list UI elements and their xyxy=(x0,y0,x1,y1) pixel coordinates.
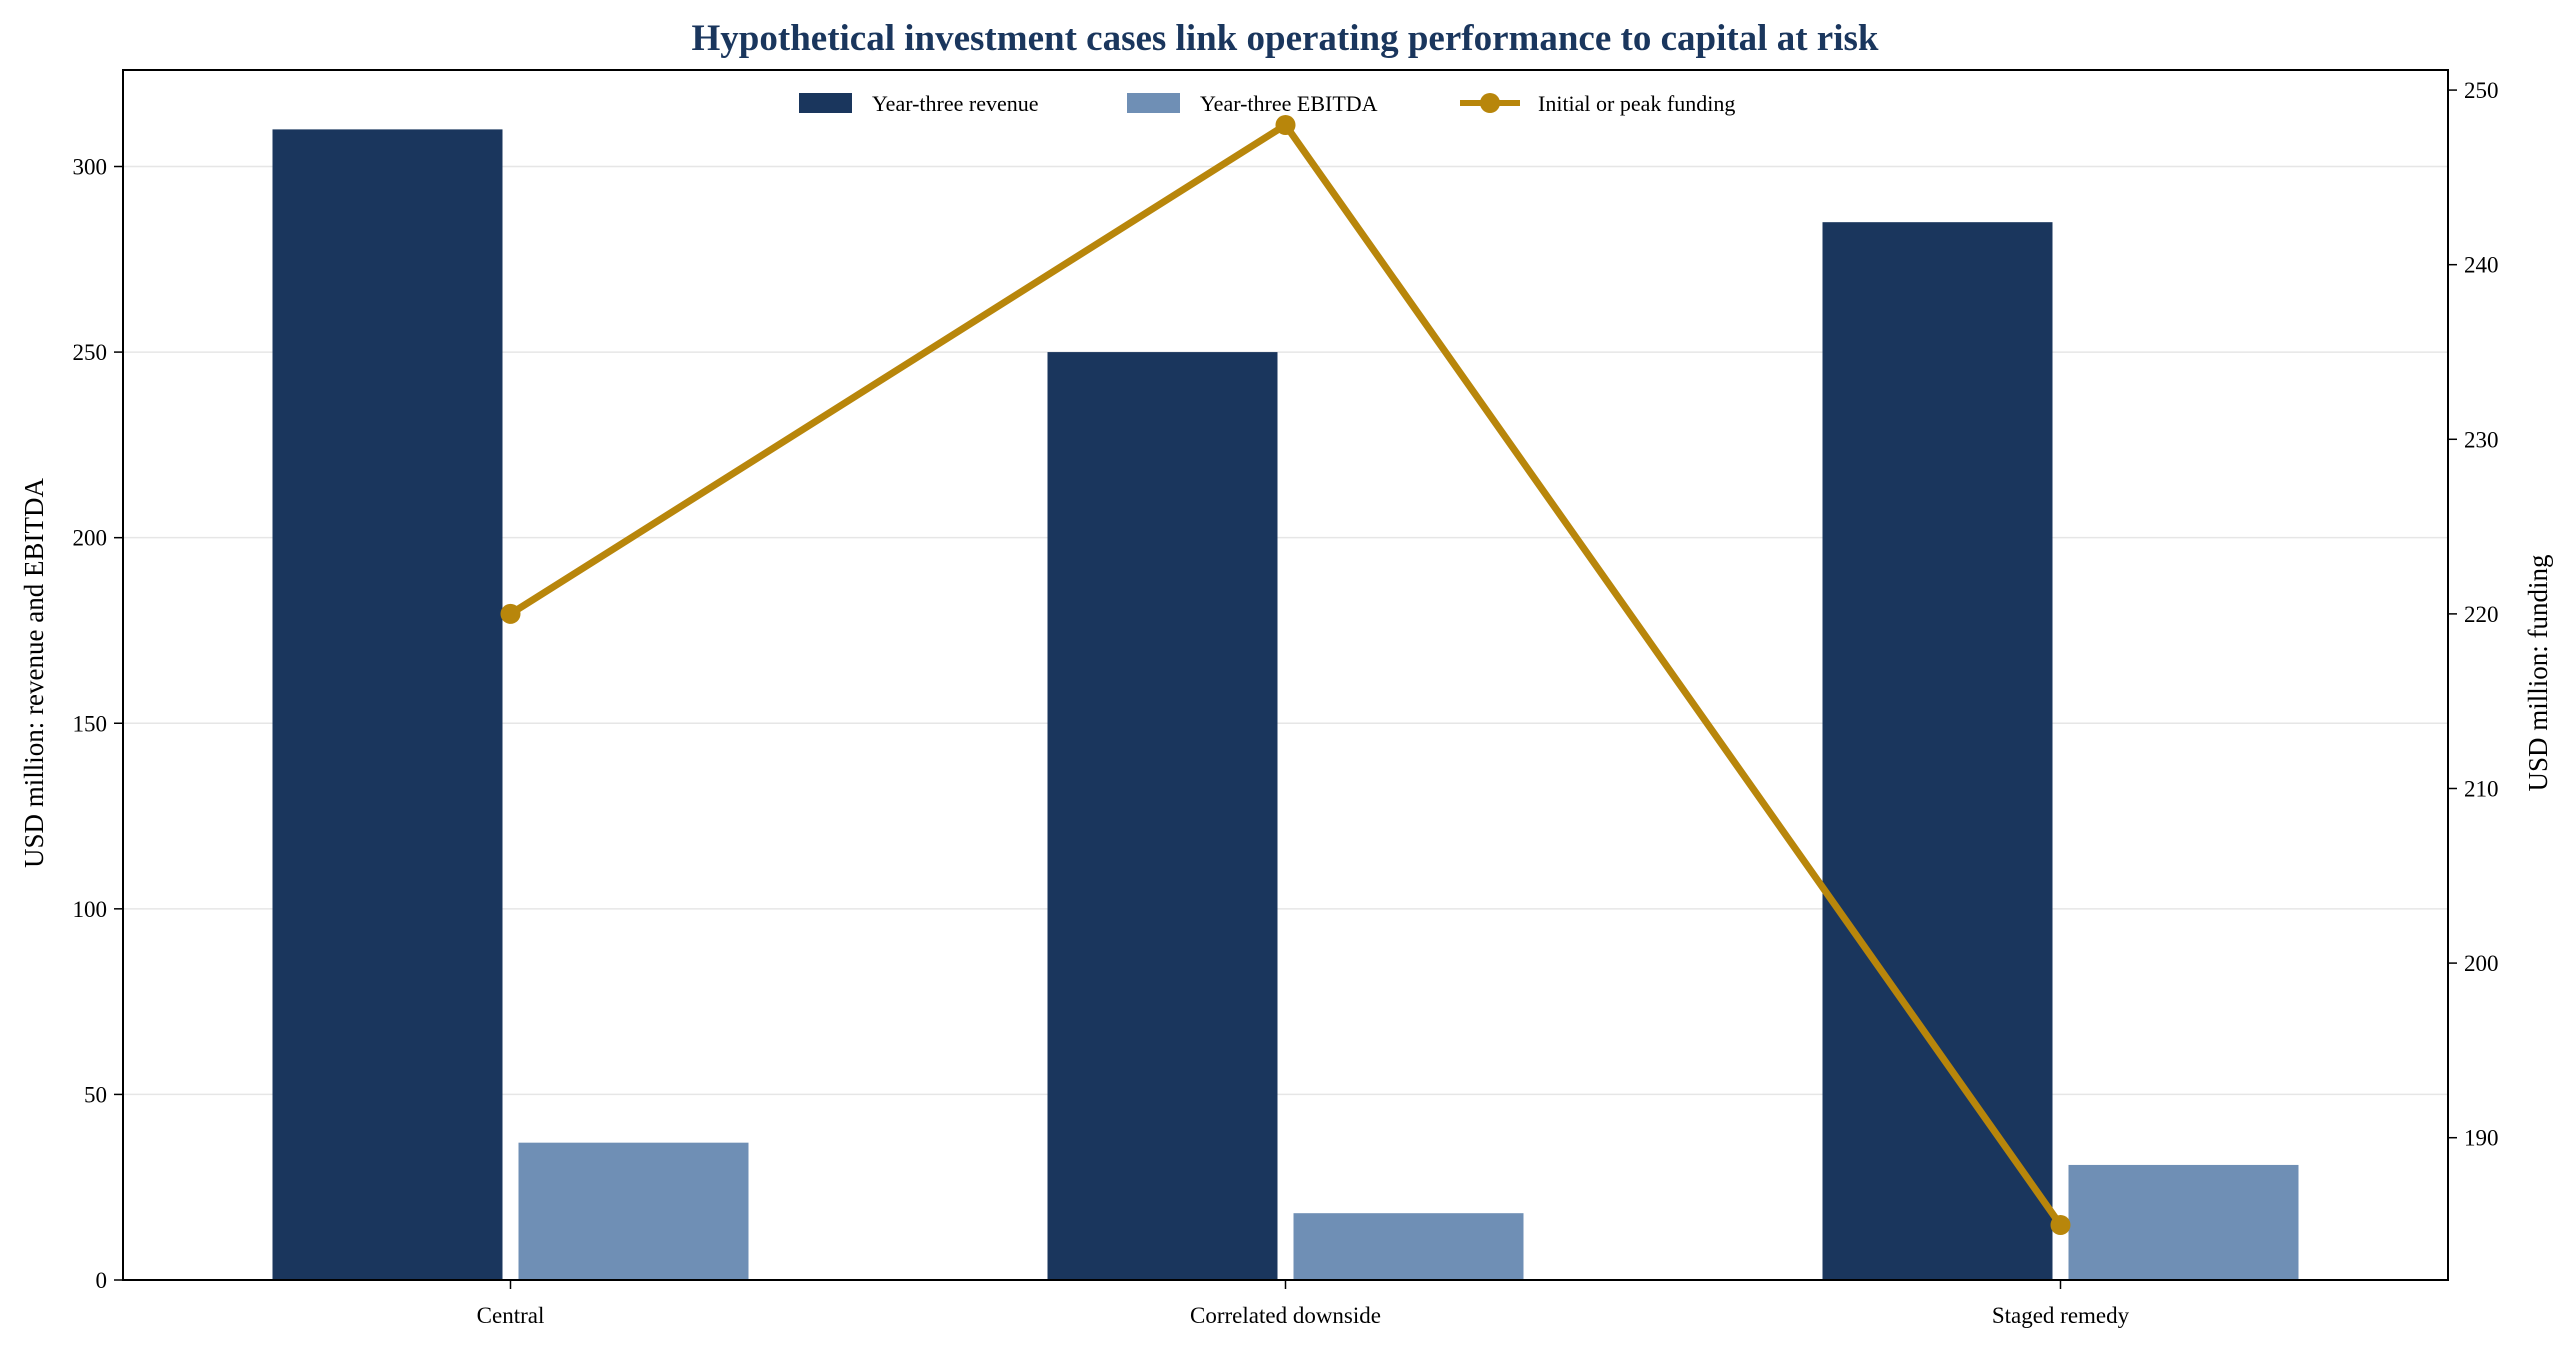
y-tick-label: 250 xyxy=(73,340,108,365)
y-tick-label: 50 xyxy=(84,1082,107,1107)
bar-revenue xyxy=(1047,352,1278,1280)
legend-swatch-ebitda xyxy=(1127,93,1180,113)
y-tick-label: 0 xyxy=(96,1268,108,1293)
y2-tick-label: 200 xyxy=(2464,951,2499,976)
axes-layer: 0 50 100 150 200 250 300 190 200 210 220 230 240 250 C… xyxy=(73,69,2499,1328)
y-axis-label: USD million: revenue and EBITDA xyxy=(19,478,49,868)
y-tick-label: 300 xyxy=(73,155,108,180)
legend-label-ebitda: Year-three EBITDA xyxy=(1200,91,1378,116)
grid-layer xyxy=(123,165,2448,1281)
bars-layer xyxy=(272,129,2299,1281)
y2-tick-label: 220 xyxy=(2464,602,2499,627)
bar-ebitda xyxy=(518,1142,749,1280)
line-layer xyxy=(500,115,2071,1235)
legend: Year-three revenue Year-three EBITDA Ini… xyxy=(799,91,1735,116)
legend-swatch-revenue xyxy=(799,93,852,113)
funding-point xyxy=(1275,115,1296,135)
y-tick-label: 100 xyxy=(73,897,108,922)
x-tick-label: Correlated downside xyxy=(1190,1303,1381,1328)
y-tick-label: 200 xyxy=(73,526,108,551)
legend-label-funding: Initial or peak funding xyxy=(1538,91,1735,116)
bar-revenue xyxy=(272,129,503,1281)
bar-ebitda xyxy=(1293,1213,1524,1280)
y2-tick-label: 190 xyxy=(2464,1126,2499,1151)
y2-axis-label: USD million: funding xyxy=(2523,554,2553,791)
bar-ebitda xyxy=(2068,1164,2299,1280)
bar-revenue xyxy=(1822,222,2053,1280)
legend-label-revenue: Year-three revenue xyxy=(872,91,1039,116)
chart-title: Hypothetical investment cases link opera… xyxy=(692,18,1879,59)
plot-frame xyxy=(122,69,2449,1281)
y2-tick-label: 230 xyxy=(2464,427,2499,452)
x-tick-label: Central xyxy=(477,1303,545,1328)
y2-tick-label: 250 xyxy=(2464,78,2499,103)
y2-tick-label: 240 xyxy=(2464,253,2499,278)
legend-marker-funding xyxy=(1480,93,1500,113)
funding-point xyxy=(500,603,521,624)
funding-point xyxy=(2050,1215,2071,1235)
x-tick-label: Staged remedy xyxy=(1992,1303,2130,1328)
y-tick-label: 150 xyxy=(73,711,108,736)
y2-tick-label: 210 xyxy=(2464,776,2499,801)
